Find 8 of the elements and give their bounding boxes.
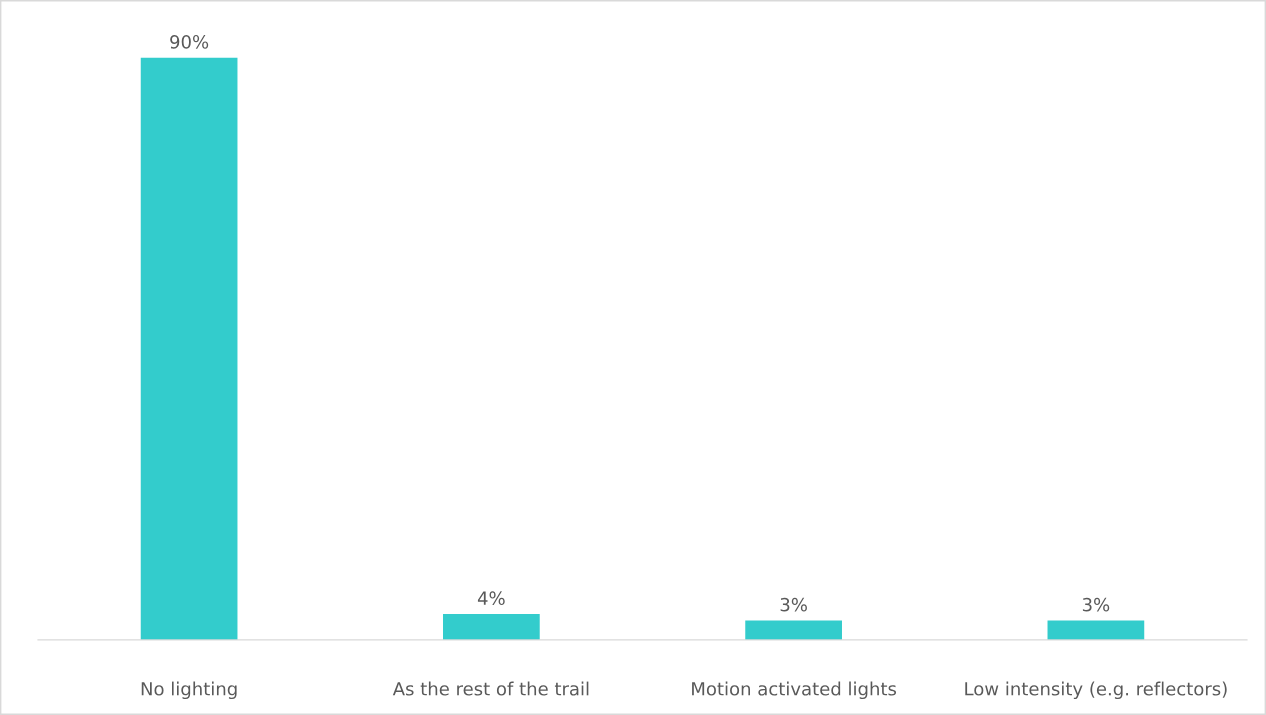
- x-tick-label: Low intensity (e.g. reflectors): [965, 681, 1227, 700]
- data-label: 90%: [170, 35, 209, 49]
- x-tick-label: No lighting: [141, 681, 237, 700]
- data-label: 4%: [477, 591, 505, 605]
- data-label: 3%: [780, 597, 807, 612]
- data-label: 3%: [1082, 597, 1110, 612]
- x-tick-label: Motion activated lights: [692, 681, 897, 700]
- x-tick-label: As the rest of the trail: [392, 681, 589, 696]
